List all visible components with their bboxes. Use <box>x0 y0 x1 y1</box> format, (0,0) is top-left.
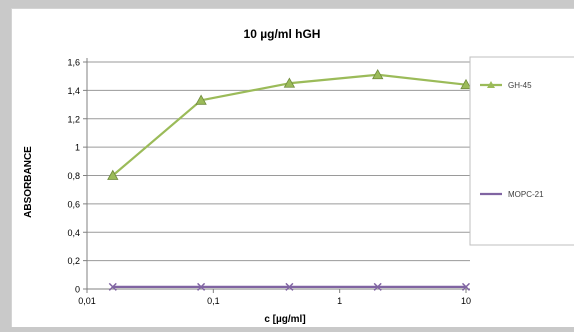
data-point <box>460 78 472 90</box>
x-tick-labels: 0,01 0,1 1 10 <box>78 296 471 306</box>
y-tick-label: 1,2 <box>67 114 80 124</box>
data-point-stroke <box>285 282 294 291</box>
legend: GH-45 MOPC-21 <box>469 56 574 246</box>
data-point <box>285 282 294 291</box>
data-point <box>107 169 119 180</box>
y-tick-label: 1 <box>75 143 80 153</box>
y-tick-label: 0 <box>75 285 80 295</box>
legend-box <box>469 56 574 246</box>
data-point-stroke <box>461 282 471 291</box>
x-axis-label: c [µg/ml] <box>264 314 305 325</box>
y-tick-label: 1,4 <box>67 86 80 96</box>
y-tick-label: 0,6 <box>67 199 80 209</box>
y-tick-label: 0,4 <box>67 228 80 238</box>
x-tick-label: 0,1 <box>207 296 220 306</box>
series-group <box>107 68 472 291</box>
chart-area: 10 µg/ml hGH 0 0,2 0,4 0,6 0,8 1 1,2 1,4 1,6 0,0… <box>11 8 574 327</box>
legend-swatch-marker <box>487 81 495 88</box>
chart-title: 10 µg/ml hGH <box>244 27 321 41</box>
legend-label: MOPC-21 <box>508 190 544 199</box>
x-tick-label: 1 <box>337 296 342 306</box>
data-point <box>197 282 206 291</box>
data-point-stroke <box>197 282 206 291</box>
legend-label: GH-45 <box>508 81 532 90</box>
y-tick-label: 1,6 <box>67 58 80 68</box>
data-point <box>283 77 296 88</box>
data-point <box>372 68 384 80</box>
x-tick-label: 0,01 <box>78 296 96 306</box>
data-point-stroke <box>373 282 382 291</box>
legend-items: GH-45 MOPC-21 <box>480 81 544 199</box>
data-point-stroke <box>108 282 117 291</box>
data-point <box>373 282 382 291</box>
data-point <box>461 282 471 291</box>
x-tick-label: 10 <box>461 296 471 306</box>
y-tick-label: 0,8 <box>67 171 80 181</box>
grid-lines <box>87 61 470 262</box>
axes <box>83 58 470 293</box>
data-point <box>195 94 207 105</box>
y-tick-labels: 0 0,2 0,4 0,6 0,8 1 1,2 1,4 1,6 <box>67 58 80 295</box>
y-axis-label: ABSORBANCE <box>23 146 34 218</box>
chart-svg: 10 µg/ml hGH 0 0,2 0,4 0,6 0,8 1 1,2 1,4 1,6 0,0… <box>23 27 574 325</box>
y-tick-label: 0,2 <box>67 256 80 266</box>
data-point <box>108 282 117 291</box>
